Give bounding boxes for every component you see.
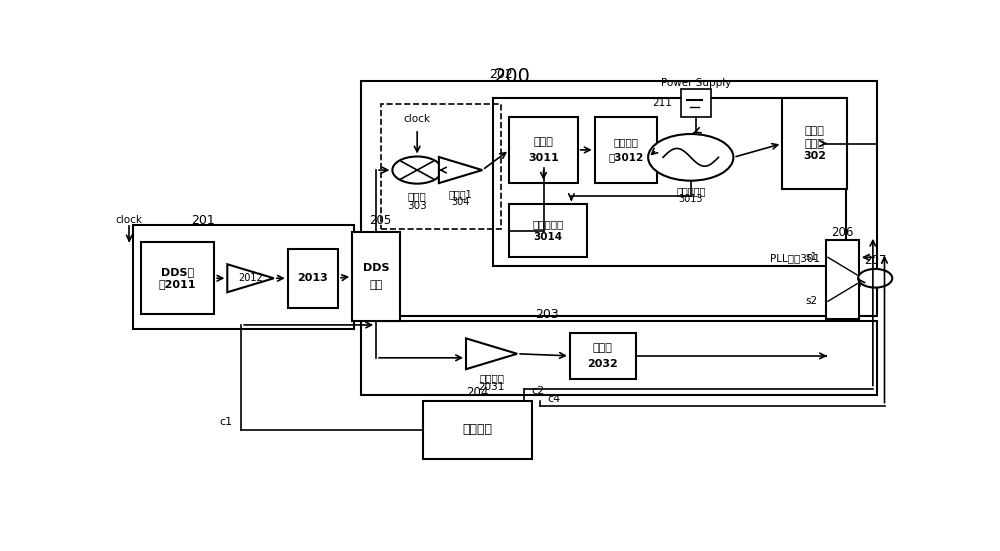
Text: clock: clock bbox=[116, 215, 143, 225]
Circle shape bbox=[392, 156, 442, 183]
Bar bbox=[140, 242, 214, 314]
Text: 混频器: 混频器 bbox=[408, 191, 427, 201]
Bar bbox=[361, 81, 877, 316]
Text: 200: 200 bbox=[494, 67, 531, 86]
Text: 202: 202 bbox=[489, 68, 513, 81]
Text: 3014: 3014 bbox=[534, 232, 563, 242]
Text: 滤波器: 滤波器 bbox=[593, 343, 613, 353]
Polygon shape bbox=[466, 338, 517, 369]
Bar bbox=[826, 240, 859, 318]
Text: 304: 304 bbox=[451, 197, 470, 207]
Text: 可变分频器: 可变分频器 bbox=[533, 219, 564, 229]
Text: Power Supply: Power Supply bbox=[661, 78, 731, 88]
Text: 204: 204 bbox=[466, 386, 489, 399]
Text: 器3012: 器3012 bbox=[608, 153, 643, 163]
Text: 201: 201 bbox=[191, 214, 214, 226]
Text: 203: 203 bbox=[536, 308, 559, 321]
Bar bbox=[681, 89, 711, 117]
Text: c1: c1 bbox=[219, 417, 232, 427]
Bar bbox=[423, 401, 532, 458]
Text: 2012: 2012 bbox=[238, 273, 263, 283]
Bar bbox=[493, 98, 846, 266]
Text: 3011: 3011 bbox=[528, 153, 559, 163]
Bar bbox=[595, 117, 657, 183]
Bar bbox=[509, 117, 578, 183]
Bar bbox=[509, 204, 587, 257]
Text: 2031: 2031 bbox=[478, 382, 505, 392]
Text: 206: 206 bbox=[831, 226, 854, 239]
Text: 207: 207 bbox=[864, 254, 886, 267]
Bar bbox=[352, 231, 400, 321]
Text: 信号: 信号 bbox=[369, 279, 383, 290]
Text: 缓冲器1: 缓冲器1 bbox=[449, 189, 472, 199]
Text: 环路滤波: 环路滤波 bbox=[613, 137, 638, 147]
Text: 控制单元: 控制单元 bbox=[463, 423, 493, 436]
Text: s2: s2 bbox=[805, 296, 817, 306]
Text: 2032: 2032 bbox=[587, 359, 618, 369]
Text: PLL模块301: PLL模块301 bbox=[770, 253, 820, 263]
Circle shape bbox=[648, 134, 733, 181]
Text: 压控振荡器: 压控振荡器 bbox=[676, 186, 705, 196]
Text: c4: c4 bbox=[547, 394, 561, 404]
Bar bbox=[381, 104, 501, 229]
Text: 鉴相器: 鉴相器 bbox=[534, 137, 553, 147]
Polygon shape bbox=[227, 264, 274, 292]
Text: s1: s1 bbox=[805, 252, 817, 262]
Bar bbox=[782, 98, 847, 189]
Polygon shape bbox=[439, 157, 482, 183]
Text: DDS模
块2011: DDS模 块2011 bbox=[159, 267, 196, 289]
Text: 211: 211 bbox=[652, 98, 672, 108]
Text: 2013: 2013 bbox=[298, 273, 328, 283]
Text: 302: 302 bbox=[803, 152, 826, 161]
Bar bbox=[133, 225, 354, 329]
Text: 换模块: 换模块 bbox=[804, 138, 824, 149]
Bar bbox=[570, 333, 636, 379]
Circle shape bbox=[858, 269, 892, 288]
Text: 205: 205 bbox=[369, 214, 391, 228]
Text: 303: 303 bbox=[407, 201, 427, 210]
Bar bbox=[288, 249, 338, 308]
Bar bbox=[361, 321, 877, 395]
Text: c2: c2 bbox=[532, 386, 545, 396]
Text: DDS: DDS bbox=[363, 263, 389, 273]
Text: 3013: 3013 bbox=[678, 195, 703, 204]
Text: clock: clock bbox=[404, 114, 431, 124]
Text: 放大模块: 放大模块 bbox=[479, 374, 504, 383]
Text: 频率变: 频率变 bbox=[804, 126, 824, 136]
